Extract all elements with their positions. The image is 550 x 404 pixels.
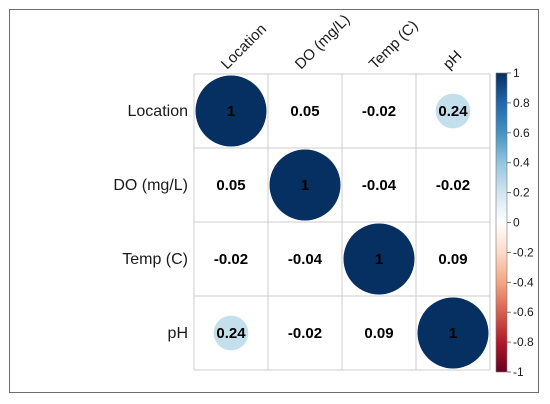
- column-label: Temp (C): [366, 17, 422, 73]
- row-label: Location: [128, 103, 189, 120]
- correlation-circle: [269, 149, 341, 221]
- colorbar-ticks: 1 0.8 0.6 0.4 0.2 0 -0.2 -0.4 -0.6 -0.8 -1: [507, 66, 534, 379]
- row-labels: Location DO (mg/L) Temp (C) pH: [113, 103, 188, 342]
- colorbar-tick-label: 1: [513, 66, 520, 80]
- correlation-circle: [213, 315, 249, 351]
- colorbar-tick-label: 0.2: [513, 186, 530, 200]
- cell-value: 0.24: [438, 103, 468, 120]
- colorbar-tick-label: 0.8: [513, 96, 530, 110]
- correlation-circle: [343, 223, 415, 295]
- cell-value: 0.05: [216, 177, 245, 194]
- row-label: pH: [168, 325, 188, 342]
- column-label: pH: [440, 47, 466, 73]
- colorbar-tick-label: -1: [513, 365, 524, 379]
- correlation-circle: [195, 75, 267, 147]
- cell-value: -0.02: [362, 103, 396, 120]
- cell-value: 0.05: [290, 103, 319, 120]
- cell-value: 1: [227, 103, 235, 120]
- cell-value: 1: [375, 251, 383, 268]
- colorbar-tick-label: -0.4: [513, 275, 534, 289]
- colorbar-gradient: [495, 72, 508, 373]
- column-label: Location: [218, 21, 270, 73]
- row-label: DO (mg/L): [113, 177, 188, 194]
- value-labels: 1 0.05 -0.02 0.24 0.05 1 -0.04 -0.02 -0.02 -0.04 1…: [214, 103, 470, 342]
- colorbar-tick-label: 0.6: [513, 126, 530, 140]
- cell-value: -0.04: [288, 251, 323, 268]
- circles: [195, 75, 489, 369]
- cell-value: -0.02: [288, 325, 322, 342]
- column-labels: Location DO (mg/L) Temp (C) pH: [218, 11, 466, 73]
- column-label: DO (mg/L): [292, 11, 354, 73]
- cell-value: 0.09: [438, 251, 467, 268]
- figure-frame: [9, 9, 539, 393]
- grid: [193, 73, 491, 371]
- row-label: Temp (C): [122, 251, 188, 268]
- cell-value: 1: [449, 325, 457, 342]
- colorbar: [495, 72, 508, 373]
- cell-value: 0.09: [364, 325, 393, 342]
- colorbar-tick-label: -0.8: [513, 335, 534, 349]
- colorbar-tick-label: -0.2: [513, 245, 534, 259]
- correlation-circle: [417, 297, 489, 369]
- cell-value: -0.02: [436, 177, 470, 194]
- colorbar-tick-label: 0.4: [513, 156, 530, 170]
- correlation-circle: [435, 93, 471, 129]
- cell-value: -0.02: [214, 251, 248, 268]
- colorbar-tick-label: 0: [513, 216, 520, 230]
- cell-value: 1: [301, 177, 309, 194]
- cell-value: -0.04: [362, 177, 397, 194]
- cell-value: 0.24: [216, 325, 246, 342]
- colorbar-tick-label: -0.6: [513, 305, 534, 319]
